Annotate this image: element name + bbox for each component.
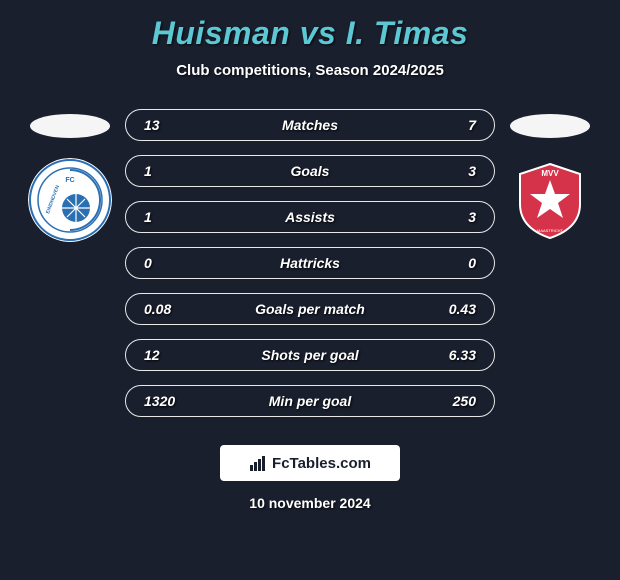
- date-label: 10 november 2024: [249, 495, 370, 511]
- infographic-container: Huisman vs I. Timas Club competitions, S…: [0, 0, 620, 580]
- stat-right-value: 6.33: [436, 347, 476, 363]
- stat-right-value: 250: [436, 393, 476, 409]
- left-player-column: FC EINDHOVEN: [15, 109, 125, 242]
- stat-label: Hattricks: [280, 255, 340, 271]
- stat-label: Shots per goal: [261, 347, 358, 363]
- mvv-logo-icon: MVV MAASTRICHT: [508, 158, 592, 242]
- stat-left-value: 1: [144, 209, 184, 225]
- chart-icon: [249, 454, 267, 472]
- fc-eindhoven-logo-icon: FC EINDHOVEN: [28, 158, 112, 242]
- left-club-logo: FC EINDHOVEN: [28, 158, 112, 242]
- page-title: Huisman vs I. Timas: [152, 15, 469, 52]
- svg-text:MAASTRICHT: MAASTRICHT: [537, 228, 564, 233]
- stat-left-value: 1320: [144, 393, 184, 409]
- svg-text:FC: FC: [65, 177, 74, 184]
- right-country-flag-placeholder: [510, 114, 590, 138]
- brand-badge: FcTables.com: [220, 445, 400, 481]
- stats-list: 13 Matches 7 1 Goals 3 1 Assists 3 0 Hat…: [125, 109, 495, 417]
- stat-right-value: 0: [436, 255, 476, 271]
- stat-label: Min per goal: [269, 393, 351, 409]
- stat-row: 1 Assists 3: [125, 201, 495, 233]
- stat-left-value: 13: [144, 117, 184, 133]
- subtitle: Club competitions, Season 2024/2025: [176, 62, 444, 79]
- stat-left-value: 1: [144, 163, 184, 179]
- stat-left-value: 12: [144, 347, 184, 363]
- stat-row: 12 Shots per goal 6.33: [125, 339, 495, 371]
- stat-row: 0 Hattricks 0: [125, 247, 495, 279]
- svg-text:MVV: MVV: [541, 169, 559, 178]
- stat-label: Goals: [291, 163, 330, 179]
- stat-label: Assists: [285, 209, 335, 225]
- stat-right-value: 7: [436, 117, 476, 133]
- right-club-logo: MVV MAASTRICHT: [508, 158, 592, 242]
- stat-label: Matches: [282, 117, 338, 133]
- stat-label: Goals per match: [255, 301, 365, 317]
- stat-row: 13 Matches 7: [125, 109, 495, 141]
- stat-row: 1320 Min per goal 250: [125, 385, 495, 417]
- stat-right-value: 3: [436, 163, 476, 179]
- main-area: FC EINDHOVEN 13 Matches 7 1 Goals 3 1 As…: [0, 109, 620, 417]
- stat-right-value: 3: [436, 209, 476, 225]
- stat-left-value: 0.08: [144, 301, 184, 317]
- stat-left-value: 0: [144, 255, 184, 271]
- right-player-column: MVV MAASTRICHT: [495, 109, 605, 242]
- stat-row: 1 Goals 3: [125, 155, 495, 187]
- left-country-flag-placeholder: [30, 114, 110, 138]
- brand-label: FcTables.com: [272, 455, 371, 472]
- stat-row: 0.08 Goals per match 0.43: [125, 293, 495, 325]
- stat-right-value: 0.43: [436, 301, 476, 317]
